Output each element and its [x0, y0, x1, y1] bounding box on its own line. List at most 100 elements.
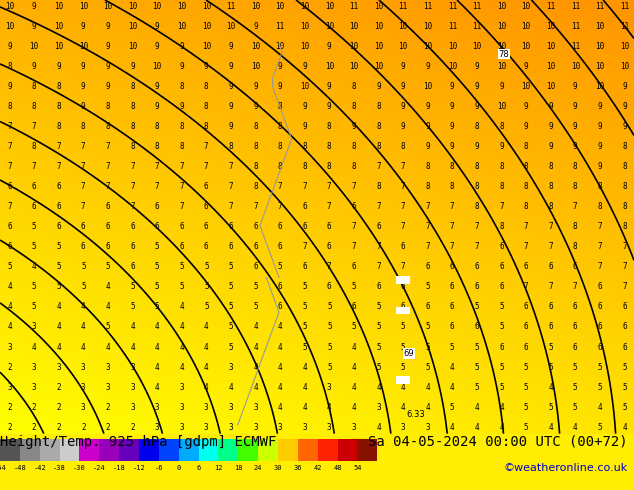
Text: 7: 7 — [573, 202, 578, 211]
Text: 4: 4 — [302, 403, 307, 412]
Text: 4: 4 — [450, 383, 455, 392]
Text: 8: 8 — [7, 102, 12, 111]
Text: 7: 7 — [401, 222, 405, 231]
Text: 3: 3 — [376, 403, 381, 412]
Text: 10: 10 — [128, 22, 137, 31]
Text: 6: 6 — [475, 263, 479, 271]
Text: 8: 8 — [204, 122, 209, 131]
Text: 6: 6 — [376, 282, 381, 292]
Text: 4: 4 — [7, 302, 12, 312]
Text: 9: 9 — [548, 122, 553, 131]
Text: 4: 4 — [179, 322, 184, 332]
Text: 10: 10 — [620, 42, 629, 51]
Text: 7: 7 — [278, 182, 282, 191]
Text: 5: 5 — [475, 343, 479, 351]
Text: 10: 10 — [79, 42, 88, 51]
Text: 9: 9 — [81, 102, 86, 111]
Text: 9: 9 — [106, 62, 110, 71]
Text: 7: 7 — [475, 222, 479, 231]
Text: 8: 8 — [425, 182, 430, 191]
Text: 9: 9 — [450, 142, 455, 151]
Text: 8: 8 — [425, 162, 430, 171]
Text: 4: 4 — [179, 343, 184, 351]
Text: 9: 9 — [155, 22, 159, 31]
Text: 8: 8 — [278, 102, 282, 111]
Text: 5: 5 — [327, 363, 332, 371]
Text: 10: 10 — [300, 82, 309, 91]
Text: 8: 8 — [130, 102, 135, 111]
Text: 4: 4 — [32, 263, 36, 271]
Text: 7: 7 — [204, 142, 209, 151]
Text: 8: 8 — [450, 182, 455, 191]
Text: 5: 5 — [475, 302, 479, 312]
Text: 9: 9 — [475, 62, 479, 71]
Bar — [358, 439, 377, 461]
Text: 4: 4 — [130, 343, 135, 351]
Text: 10: 10 — [325, 2, 334, 11]
Text: 4: 4 — [204, 322, 209, 332]
Text: 6: 6 — [475, 282, 479, 292]
Text: 7: 7 — [401, 162, 405, 171]
Text: 9: 9 — [106, 82, 110, 91]
Text: 10: 10 — [54, 42, 63, 51]
Text: 10: 10 — [399, 22, 408, 31]
Text: 5: 5 — [81, 263, 86, 271]
Text: 8: 8 — [56, 102, 61, 111]
Text: 5: 5 — [229, 282, 233, 292]
Text: 6: 6 — [573, 322, 578, 332]
Text: 6: 6 — [130, 243, 135, 251]
Text: 6: 6 — [179, 243, 184, 251]
Text: 6: 6 — [499, 282, 504, 292]
Text: 4: 4 — [106, 343, 110, 351]
Text: 78: 78 — [499, 49, 509, 59]
Text: 9: 9 — [401, 62, 405, 71]
Text: 6: 6 — [32, 182, 36, 191]
Text: 4: 4 — [229, 383, 233, 392]
Text: 8: 8 — [155, 142, 159, 151]
Text: 3: 3 — [352, 423, 356, 432]
Text: 9: 9 — [573, 82, 578, 91]
Text: 4: 4 — [106, 302, 110, 312]
Text: 6: 6 — [106, 222, 110, 231]
Text: 5: 5 — [376, 363, 381, 371]
Text: 10: 10 — [522, 42, 531, 51]
Text: 5: 5 — [7, 263, 12, 271]
Text: 8: 8 — [622, 182, 627, 191]
Text: 6: 6 — [598, 302, 602, 312]
Text: 7: 7 — [450, 222, 455, 231]
Text: 5: 5 — [204, 263, 209, 271]
Bar — [119, 439, 139, 461]
Text: 3: 3 — [425, 423, 430, 432]
Text: 5: 5 — [56, 263, 61, 271]
Text: 3: 3 — [81, 383, 86, 392]
Text: 7: 7 — [425, 243, 430, 251]
Text: 9: 9 — [179, 42, 184, 51]
Text: 10: 10 — [325, 22, 334, 31]
Text: -42: -42 — [34, 465, 46, 470]
Text: 10: 10 — [423, 22, 432, 31]
Text: 6: 6 — [376, 222, 381, 231]
Text: 7: 7 — [499, 202, 504, 211]
Text: 5: 5 — [130, 302, 135, 312]
Text: 4: 4 — [155, 322, 159, 332]
Text: 6: 6 — [278, 243, 282, 251]
Text: 4: 4 — [204, 363, 209, 371]
Text: 3: 3 — [204, 423, 209, 432]
Text: 5: 5 — [376, 322, 381, 332]
Text: 6: 6 — [327, 282, 332, 292]
Text: 10: 10 — [620, 62, 629, 71]
Text: 6: 6 — [548, 302, 553, 312]
Text: 5: 5 — [327, 343, 332, 351]
Text: 9: 9 — [229, 102, 233, 111]
Bar — [100, 439, 119, 461]
Text: 7: 7 — [179, 202, 184, 211]
Text: 5: 5 — [32, 243, 36, 251]
Text: 2: 2 — [56, 383, 61, 392]
Text: 6: 6 — [401, 243, 405, 251]
Text: 8: 8 — [130, 122, 135, 131]
Bar — [337, 439, 358, 461]
Text: ©weatheronline.co.uk: ©weatheronline.co.uk — [503, 463, 628, 473]
Text: 7: 7 — [179, 182, 184, 191]
Text: 6: 6 — [573, 343, 578, 351]
Text: 5: 5 — [573, 363, 578, 371]
